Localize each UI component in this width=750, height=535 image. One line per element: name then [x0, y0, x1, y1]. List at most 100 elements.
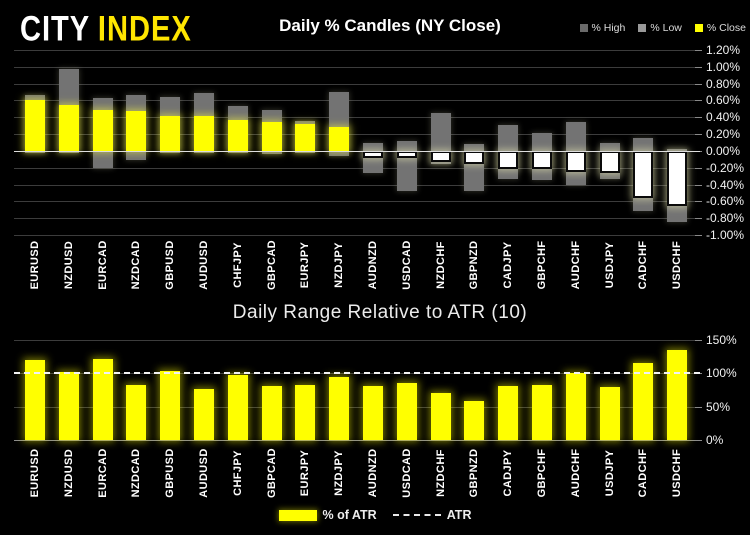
- legend-label-low: % Low: [650, 22, 682, 34]
- x-axis-label-GBPCAD: GBPCAD: [265, 239, 278, 291]
- atr-bar-NZDCHF: [430, 393, 451, 440]
- x-axis-label-AUDCHF: AUDCHF: [569, 448, 582, 498]
- atr-bar-CADJPY: [498, 386, 519, 440]
- x-axis-label-NZDCHF: NZDCHF: [434, 449, 447, 497]
- gridline: [14, 167, 700, 169]
- gridline: [14, 218, 700, 220]
- candle-wick-GBPCAD: [261, 109, 282, 155]
- x-axis-label-AUDNZD: AUDNZD: [366, 448, 379, 498]
- y-axis-label: -0.60%: [706, 194, 745, 209]
- x-axis-label-GBPUSD: GBPUSD: [164, 240, 177, 290]
- logo-index: INDEX: [97, 10, 192, 49]
- high-swatch-icon: [579, 24, 588, 32]
- candle-wick-USDJPY: [599, 142, 620, 179]
- y-axis-label: 1.00%: [706, 59, 741, 74]
- bottom-chart-legend: % of ATR ATR: [0, 508, 750, 522]
- y-tick-mark: [695, 184, 702, 186]
- candle-body-EURJPY: [295, 124, 316, 151]
- candle-body-CADCHF: [633, 150, 654, 198]
- y-axis-label: 50%: [706, 399, 731, 414]
- candle-body-CADJPY: [498, 150, 519, 169]
- candle-wick-CADCHF: [633, 138, 654, 212]
- x-axis-label-NZDJPY: NZDJPY: [333, 242, 346, 288]
- x-axis-label-NZDUSD: NZDUSD: [62, 448, 75, 498]
- x-axis-label-USDJPY: USDJPY: [603, 449, 616, 497]
- candle-wick-AUDNZD: [362, 142, 383, 173]
- candle-wick-USDCHF: [667, 149, 688, 223]
- candle-body-AUDNZD: [362, 150, 383, 158]
- y-tick-mark: [695, 83, 702, 85]
- x-axis-label-USDCAD: USDCAD: [400, 448, 413, 498]
- x-axis-label-CHFJPY: CHFJPY: [231, 450, 244, 496]
- top-chart-title: Daily % Candles (NY Close): [279, 16, 501, 35]
- atr-bar-GBPNZD: [464, 400, 485, 440]
- gridline: [14, 100, 700, 102]
- x-axis-label-CADCHF: CADCHF: [637, 240, 650, 290]
- x-axis-label-USDCHF: USDCHF: [671, 448, 684, 498]
- x-axis-label-GBPNZD: GBPNZD: [468, 448, 481, 498]
- candle-body-GBPCHF: [531, 150, 552, 170]
- atr-bar-AUDCHF: [565, 373, 586, 440]
- x-axis-label-EURCAD: EURCAD: [96, 448, 109, 498]
- x-axis-label-USDJPY: USDJPY: [603, 241, 616, 289]
- legend-item-close: % Close: [694, 22, 746, 34]
- candle-body-GBPNZD: [464, 150, 485, 164]
- atr-bar-GBPUSD: [160, 371, 181, 440]
- candle-body-USDJPY: [599, 150, 620, 173]
- x-axis-label-USDCAD: USDCAD: [400, 240, 413, 290]
- candle-wick-GBPCHF: [531, 133, 552, 181]
- candle-wick-CHFJPY: [227, 106, 248, 154]
- gridline: [14, 201, 700, 203]
- atr-bar-CHFJPY: [227, 375, 248, 440]
- candle-body-USDCAD: [396, 150, 417, 159]
- candle-body-EURCAD: [92, 109, 113, 151]
- gridline: [14, 150, 700, 152]
- candle-body-NZDCHF: [430, 150, 451, 162]
- y-axis-label: 100%: [706, 366, 737, 381]
- gridline: [14, 440, 700, 441]
- atr-bar-EURJPY: [295, 384, 316, 440]
- atr-dashed-line-icon: [392, 514, 441, 516]
- top-chart-legend: % High % Low % Close: [579, 22, 746, 34]
- gridline: [14, 83, 700, 85]
- atr-dashed-line: [14, 372, 700, 375]
- candle-wick-EURJPY: [295, 120, 316, 153]
- candle-body-EURUSD: [24, 99, 45, 151]
- x-axis-label-AUDUSD: AUDUSD: [197, 448, 210, 498]
- x-axis-label-GBPNZD: GBPNZD: [468, 240, 481, 290]
- candle-body-NZDJPY: [329, 127, 350, 151]
- atr-bar-USDCAD: [396, 382, 417, 440]
- x-axis-label-GBPCAD: GBPCAD: [265, 447, 278, 499]
- candle-body-GBPUSD: [160, 116, 181, 151]
- y-tick-mark: [695, 167, 702, 169]
- legend-label-atr: ATR: [446, 508, 472, 522]
- y-axis-label: 0.40%: [706, 110, 741, 125]
- candle-wick-NZDUSD: [58, 69, 79, 153]
- y-tick-mark: [695, 50, 702, 51]
- bottom-chart-title: Daily Range Relative to ATR (10): [232, 302, 528, 323]
- x-axis-label-NZDCHF: NZDCHF: [434, 241, 447, 289]
- atr-bar-USDJPY: [599, 386, 620, 440]
- atr-bar-GBPCAD: [261, 386, 282, 440]
- atr-bar-EURUSD: [24, 360, 45, 440]
- y-axis-label: 1.20%: [706, 43, 741, 57]
- candle-body-NZDCAD: [126, 111, 147, 151]
- x-axis-label-EURUSD: EURUSD: [28, 240, 41, 290]
- x-axis-label-NZDCAD: NZDCAD: [130, 240, 143, 290]
- gridline: [14, 50, 700, 51]
- candle-wick-AUDCHF: [565, 122, 586, 186]
- candle-wick-EURCAD: [92, 97, 113, 168]
- y-axis-label: -0.40%: [706, 177, 745, 192]
- candle-wick-GBPUSD: [160, 97, 181, 153]
- legend-item-pct-atr: % of ATR: [278, 508, 377, 522]
- y-tick-mark: [695, 150, 702, 152]
- x-axis-label-AUDNZD: AUDNZD: [366, 240, 379, 290]
- atr-bar-USDCHF: [667, 350, 688, 440]
- gridline: [14, 340, 700, 341]
- y-axis-label: 150%: [706, 333, 737, 347]
- gridline: [14, 117, 700, 119]
- atr-bar-AUDUSD: [193, 388, 214, 440]
- gridline: [14, 406, 700, 408]
- candle-body-AUDCHF: [565, 150, 586, 172]
